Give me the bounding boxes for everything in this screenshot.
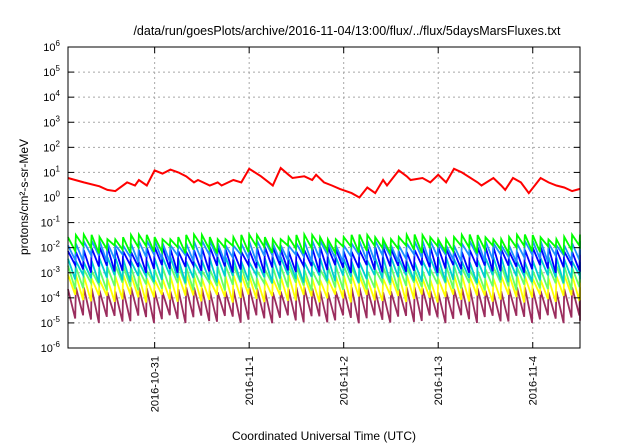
flux-band: [67, 231, 581, 257]
y-tick-exponent: -3: [53, 265, 61, 274]
x-axis-label: Coordinated Universal Time (UTC): [232, 429, 416, 443]
flux-band: [67, 287, 581, 324]
y-tick-base: 10: [41, 293, 53, 305]
y-tick-exponent: -6: [53, 340, 61, 349]
y-tick-exponent: 0: [56, 190, 61, 199]
y-axis-label: protons/cm²-s-sr-MeV: [17, 139, 31, 255]
y-tick-label: 106: [43, 39, 60, 54]
y-tick-base: 10: [41, 318, 53, 330]
y-tick-exponent: -2: [53, 240, 61, 249]
y-tick-label: 10-1: [41, 215, 61, 230]
y-tick-exponent: 5: [56, 64, 61, 73]
y-tick-exponent: 2: [56, 139, 61, 148]
y-tick-base: 10: [41, 218, 53, 230]
y-tick-base: 10: [41, 268, 53, 280]
y-tick-exponent: 6: [56, 39, 61, 48]
y-tick-base: 10: [43, 167, 55, 179]
x-tick-label: 2016-11-1: [244, 356, 256, 405]
series-layer: [67, 166, 581, 324]
y-tick-base: 10: [43, 117, 55, 129]
y-tick-label: 104: [43, 89, 60, 104]
y-tick-label: 10-4: [41, 290, 61, 305]
y-tick-label: 10-3: [41, 265, 61, 280]
y-tick-base: 10: [43, 92, 55, 104]
chart-title: /data/run/goesPlots/archive/2016-11-04/1…: [133, 24, 561, 38]
y-tick-base: 10: [41, 343, 53, 355]
y-tick-label: 105: [43, 64, 60, 79]
y-tick-base: 10: [43, 142, 55, 154]
flux-series-line: [67, 166, 581, 199]
y-tick-label: 100: [43, 190, 60, 205]
y-tick-label: 102: [43, 139, 60, 154]
y-tick-base: 10: [43, 67, 55, 79]
y-tick-exponent: -1: [53, 215, 61, 224]
y-tick-exponent: 3: [56, 114, 61, 123]
y-tick-base: 10: [43, 42, 55, 54]
y-tick-exponent: -5: [53, 315, 61, 324]
y-tick-exponent: 4: [56, 89, 61, 98]
y-tick-base: 10: [43, 193, 55, 205]
x-tick-label: 2016-10-31: [150, 356, 162, 412]
x-tick-label: 2016-11-3: [433, 356, 445, 405]
y-tick-base: 10: [41, 243, 53, 255]
y-tick-label: 10-5: [41, 315, 61, 330]
axes: 10-610-510-410-310-210-11001011021031041…: [41, 39, 580, 412]
x-tick-label: 2016-11-4: [528, 356, 540, 405]
y-tick-label: 10-2: [41, 240, 61, 255]
y-tick-exponent: 1: [56, 164, 61, 173]
y-tick-label: 10-6: [41, 340, 61, 355]
x-tick-label: 2016-11-2: [339, 356, 351, 405]
y-tick-label: 103: [43, 114, 60, 129]
y-tick-exponent: -4: [53, 290, 61, 299]
y-tick-label: 101: [43, 164, 60, 179]
